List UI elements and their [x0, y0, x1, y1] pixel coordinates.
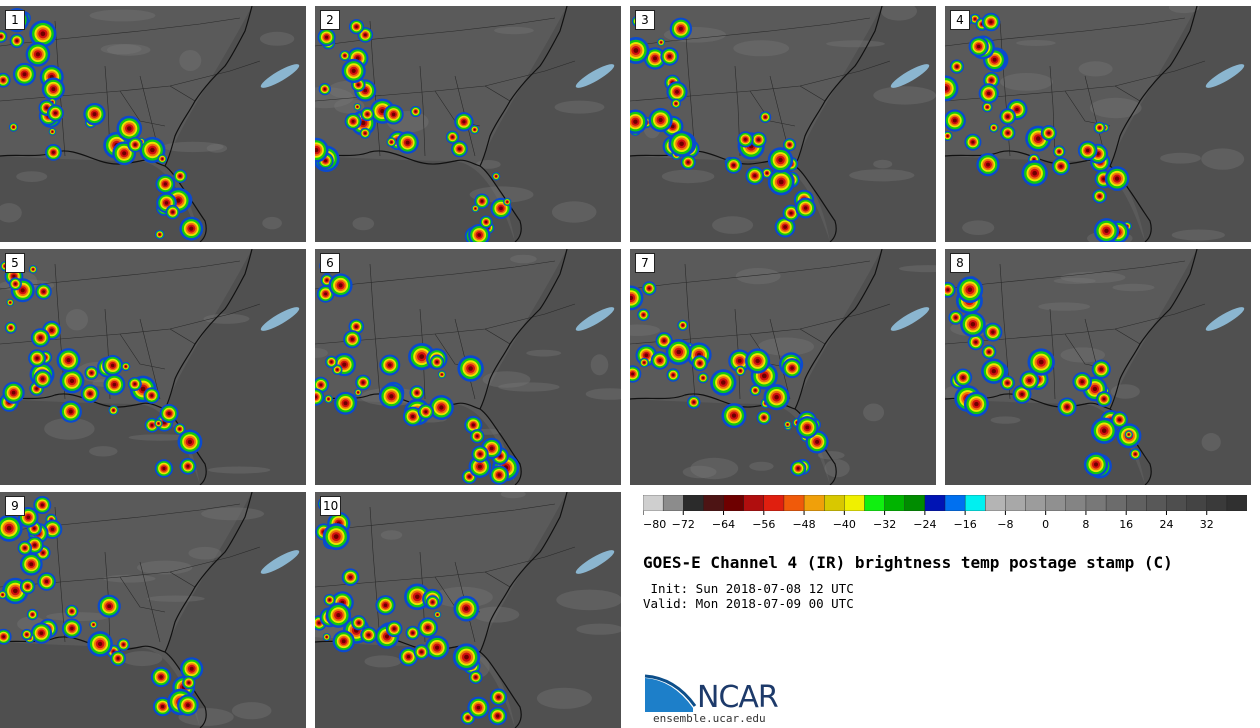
colorbar-swatch — [1226, 495, 1247, 511]
ensemble-member-panel-2: 2 — [315, 6, 621, 242]
colorbar-swatch — [1065, 495, 1087, 511]
colorbar-swatch — [904, 495, 926, 511]
colorbar-tick-label: −32 — [873, 518, 896, 531]
colorbar-swatch — [1105, 495, 1127, 511]
colorbar-swatch — [944, 495, 966, 511]
colorbar-swatch — [683, 495, 704, 511]
ensemble-member-panel-5: 5 — [0, 249, 306, 485]
colorbar-swatch — [743, 495, 765, 511]
satellite-map-6 — [315, 249, 621, 485]
satellite-map-2 — [315, 6, 621, 242]
logo-name: NCAR — [697, 680, 779, 715]
colorbar-swatch — [783, 495, 805, 511]
satellite-map-4 — [945, 6, 1251, 242]
ensemble-member-panel-4: 4 — [945, 6, 1251, 242]
member-label: 10 — [320, 496, 342, 516]
colorbar-tick-label: −16 — [954, 518, 977, 531]
ncar-logo-icon — [644, 674, 697, 712]
temperature-colorbar — [643, 495, 1247, 511]
satellite-map-3 — [630, 6, 936, 242]
colorbar-swatch — [884, 495, 906, 511]
colorbar-tick-label: 24 — [1159, 518, 1173, 531]
colorbar-tick-label: −80 — [643, 518, 666, 531]
colorbar-swatch — [985, 495, 1006, 511]
colorbar-tick-label: 16 — [1119, 518, 1133, 531]
colorbar-tick-label: −48 — [792, 518, 815, 531]
colorbar-tick-label: −24 — [913, 518, 936, 531]
colorbar-swatch — [763, 495, 785, 511]
ensemble-member-panel-10: 10 — [315, 492, 621, 728]
satellite-map-10 — [315, 492, 621, 728]
satellite-map-5 — [0, 249, 306, 485]
colorbar-swatch — [823, 495, 845, 511]
colorbar-swatch — [1005, 495, 1027, 511]
satellite-map-1 — [0, 6, 306, 242]
member-label: 1 — [5, 10, 25, 30]
satellite-map-9 — [0, 492, 306, 728]
colorbar-swatch — [1186, 495, 1208, 511]
colorbar-swatch — [1025, 495, 1047, 511]
ensemble-member-panel-7: 7 — [630, 249, 936, 485]
colorbar-swatch — [803, 495, 825, 511]
colorbar-tick-label: −40 — [833, 518, 856, 531]
ensemble-member-panel-1: 1 — [0, 6, 306, 242]
satellite-map-8 — [945, 249, 1251, 485]
colorbar-swatch — [723, 495, 745, 511]
colorbar-swatch — [844, 495, 865, 511]
member-label: 8 — [950, 253, 970, 273]
member-label: 4 — [950, 10, 970, 30]
member-label: 2 — [320, 10, 340, 30]
member-label: 6 — [320, 253, 340, 273]
init-time: Init: Sun 2018-07-08 12 UTC — [643, 581, 854, 596]
figure-title: GOES-E Channel 4 (IR) brightness temp po… — [643, 553, 1173, 572]
valid-time: Valid: Mon 2018-07-09 00 UTC — [643, 596, 854, 611]
colorbar-swatch — [1085, 495, 1107, 511]
colorbar-tick-label: −56 — [752, 518, 775, 531]
colorbar-swatch — [1045, 495, 1067, 511]
colorbar-tick-label: −64 — [712, 518, 735, 531]
ensemble-member-panel-9: 9 — [0, 492, 306, 728]
colorbar-tick-labels: −80 −72 −64 −56 −48 −40 −32 −24 −16 −8 0 8 16 24 32 — [643, 511, 1214, 531]
colorbar-swatch — [924, 495, 946, 511]
colorbar-swatch — [1126, 495, 1147, 511]
member-label: 3 — [635, 10, 655, 30]
colorbar-tick-label: −8 — [997, 518, 1013, 531]
colorbar-tick-label: 32 — [1200, 518, 1214, 531]
colorbar-swatch — [864, 495, 886, 511]
colorbar-tick-label: 0 — [1042, 518, 1049, 531]
member-label: 5 — [5, 253, 25, 273]
colorbar-swatch — [703, 495, 725, 511]
ensemble-member-panel-8: 8 — [945, 249, 1251, 485]
ensemble-member-panel-6: 6 — [315, 249, 621, 485]
colorbar-swatch — [643, 495, 664, 511]
colorbar-tick-label: −72 — [672, 518, 695, 531]
colorbar-swatch — [1206, 495, 1228, 511]
colorbar-swatch — [1166, 495, 1188, 511]
logo-url: ensemble.ucar.edu — [653, 712, 766, 725]
satellite-map-7 — [630, 249, 936, 485]
colorbar-swatch — [662, 495, 684, 511]
member-label: 9 — [5, 496, 25, 516]
colorbar-tick-label: 8 — [1082, 518, 1089, 531]
ensemble-member-panel-3: 3 — [630, 6, 936, 242]
colorbar-swatch — [964, 495, 986, 511]
member-label: 7 — [635, 253, 655, 273]
colorbar-swatch — [1146, 495, 1167, 511]
